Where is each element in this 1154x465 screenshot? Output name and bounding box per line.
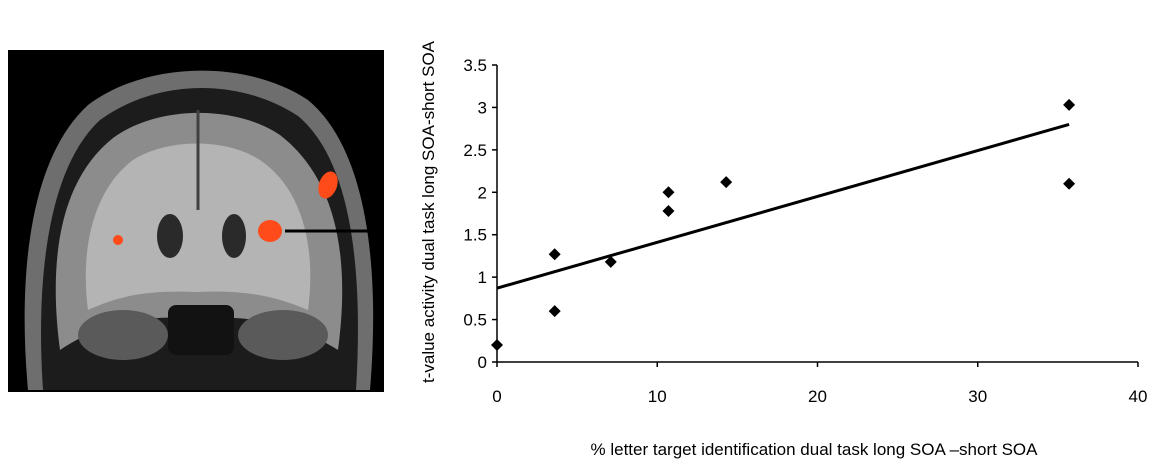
x-tick-label: 40 (1129, 387, 1148, 406)
data-point-diamond (662, 186, 675, 199)
x-tick-label: 20 (808, 387, 827, 406)
data-point-diamond (662, 204, 675, 217)
tick-labels-group: 0 0.5 1 1.5 2 2.5 3 3.5 0 10 20 30 40 (463, 56, 1147, 406)
y-tick-label: 3 (478, 98, 487, 117)
data-point-diamond (1063, 177, 1076, 190)
right-ventricle (222, 214, 246, 258)
left-ventricle (157, 214, 183, 258)
activation-blob-center (258, 220, 282, 242)
y-tick-label: 1 (478, 268, 487, 287)
data-point-diamond (1063, 98, 1076, 111)
data-point-diamond (491, 339, 503, 352)
brainstem-dark-region (168, 305, 234, 355)
y-tick-label: 0.5 (463, 311, 487, 330)
brain-white-matter (85, 143, 311, 310)
chart-axes (492, 64, 1139, 367)
x-tick-label: 30 (968, 387, 987, 406)
lower-temporal-left (78, 310, 168, 360)
y-tick-label: 0 (478, 353, 487, 372)
lower-temporal-right (238, 310, 328, 360)
data-point-diamond (604, 255, 617, 268)
trendline-group (496, 122, 1070, 290)
brain-mri-image (8, 50, 384, 392)
data-point-diamond (720, 176, 733, 189)
y-axis-title: t-value activity dual task long SOA-shor… (419, 40, 438, 383)
activation-blob-upper-right (318, 171, 338, 199)
y-tick-label: 2.5 (463, 141, 487, 160)
activation-blob-small-left (113, 235, 123, 245)
x-axis-title: % letter target identification dual task… (591, 440, 1039, 459)
data-point-diamond (548, 248, 561, 261)
x-tick-label: 0 (492, 387, 501, 406)
trendline (496, 122, 1070, 290)
y-tick-label: 2 (478, 183, 487, 202)
x-tick-label: 10 (648, 387, 667, 406)
y-tick-label: 1.5 (463, 226, 487, 245)
y-tick-label: 3.5 (463, 56, 487, 75)
data-points-group (491, 98, 1076, 352)
data-point-diamond (548, 305, 561, 318)
